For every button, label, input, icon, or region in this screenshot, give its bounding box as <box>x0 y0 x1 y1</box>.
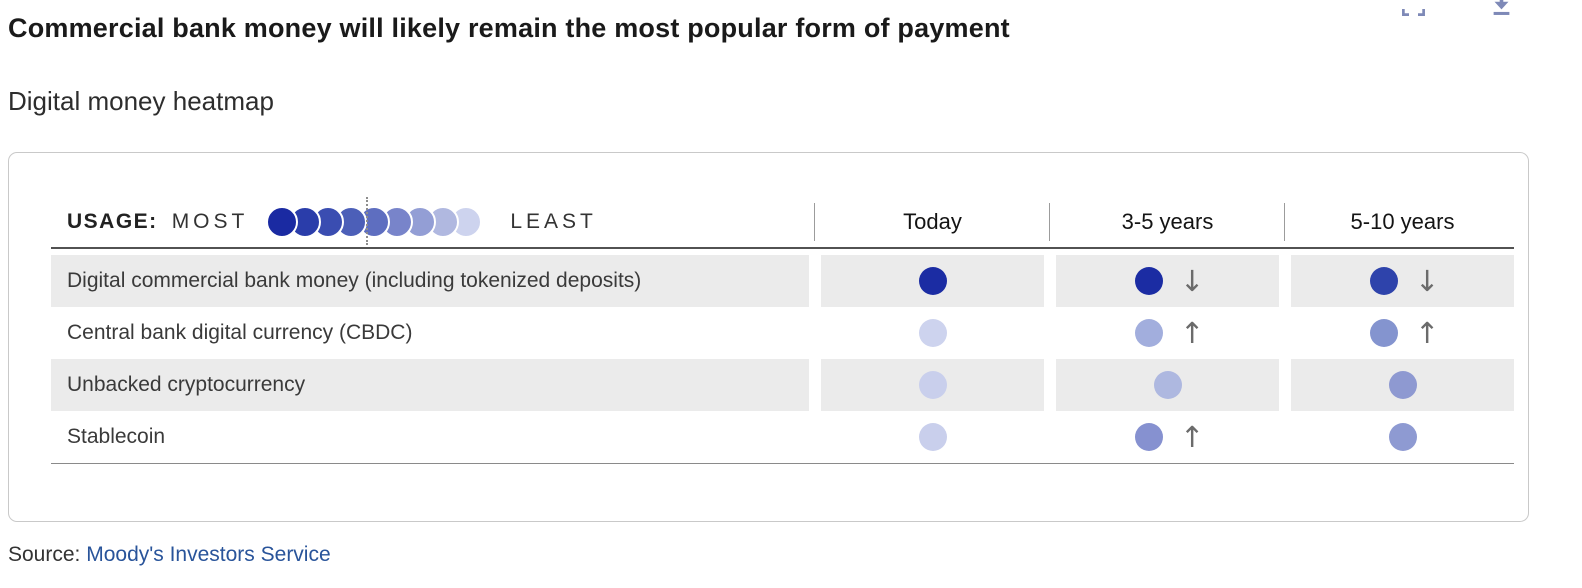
header-underline <box>51 247 1514 249</box>
heatmap-cell <box>821 411 1044 463</box>
row-label: Digital commercial bank money (including… <box>51 255 809 307</box>
usage-dot-level-8 <box>1153 371 1182 399</box>
legend-least-label: LEAST <box>510 210 597 233</box>
table-row: Unbacked cryptocurrency <box>51 359 1514 411</box>
heatmap-cell: ↓ <box>1056 255 1279 307</box>
trend-down-arrow-icon: ↓ <box>1415 263 1440 298</box>
source-link[interactable]: Moody's Investors Service <box>86 543 331 566</box>
column-header-5-10-years: 5-10 years <box>1284 199 1514 245</box>
column-header-today: Today <box>814 199 1044 245</box>
legend-most-label: MOST <box>171 210 249 233</box>
heatmap-cell: ↓ <box>1291 255 1514 307</box>
legend-color-scale <box>266 197 483 245</box>
table-row: Digital commercial bank money (including… <box>51 255 1514 307</box>
usage-dot-level-9 <box>918 423 947 451</box>
usage-dot-level-7 <box>1388 371 1417 399</box>
heatmap-cell <box>821 255 1044 307</box>
column-divider <box>1049 203 1050 241</box>
heatmap-cell <box>1291 411 1514 463</box>
legend-usage-label: USAGE: <box>67 210 158 233</box>
source-line: Source: Moody's Investors Service <box>8 543 331 567</box>
source-prefix: Source: <box>8 543 87 566</box>
usage-dot-level-9 <box>918 319 947 347</box>
trend-up-arrow-icon: ↑ <box>1180 419 1205 454</box>
usage-dot-level-7 <box>1135 423 1163 451</box>
page-subtitle: Digital money heatmap <box>8 86 274 116</box>
table-row: Stablecoin ↑ <box>51 411 1514 463</box>
heatmap-rows: Digital commercial bank money (including… <box>51 255 1514 464</box>
row-label: Unbacked cryptocurrency <box>51 359 809 411</box>
legend-scale-dot-1 <box>266 206 299 238</box>
row-label: Central bank digital currency (CBDC) <box>67 321 413 344</box>
column-header-label: 5-10 years <box>1350 209 1455 234</box>
heatmap-cell <box>1056 359 1279 411</box>
heatmap-cell: ↑ <box>1056 307 1279 359</box>
trend-down-arrow-icon: ↓ <box>1180 263 1205 298</box>
download-icon[interactable] <box>1488 0 1515 23</box>
usage-dot-level-7 <box>1370 319 1398 347</box>
trend-up-arrow-icon: ↑ <box>1180 315 1205 350</box>
page-title: Commercial bank money will likely remain… <box>8 13 1010 43</box>
heatmap-cell: ↑ <box>1056 411 1279 463</box>
fullscreen-icon[interactable] <box>1400 0 1427 23</box>
legend-midline-divider <box>366 197 369 245</box>
usage-legend: USAGE: MOST LEAST <box>51 197 809 245</box>
header-row: USAGE: MOST LEAST Today 3-5 years 5-10 y… <box>51 197 1514 245</box>
column-header-label: 3-5 years <box>1121 209 1214 234</box>
heatmap-cell <box>821 307 1044 359</box>
column-header-3-5-years: 3-5 years <box>1049 199 1279 245</box>
usage-dot-level-7 <box>1388 423 1417 451</box>
row-label: Stablecoin <box>67 425 166 448</box>
heatmap-cell <box>821 359 1044 411</box>
usage-dot-level-1 <box>918 267 947 295</box>
usage-dot-level-9 <box>918 371 947 399</box>
heatmap-cell: ↑ <box>1291 307 1514 359</box>
usage-dot-level-2 <box>1370 267 1398 295</box>
column-divider <box>814 203 815 241</box>
column-header-label: Today <box>903 209 962 234</box>
usage-dot-level-8 <box>1135 319 1163 347</box>
usage-dot-level-1 <box>1135 267 1163 295</box>
heatmap-card: USAGE: MOST LEAST Today 3-5 years 5-10 y… <box>8 152 1529 522</box>
table-row: Central bank digital currency (CBDC) ↑ ↑ <box>51 307 1514 359</box>
heatmap-cell <box>1291 359 1514 411</box>
trend-up-arrow-icon: ↑ <box>1415 315 1440 350</box>
column-divider <box>1284 203 1285 241</box>
